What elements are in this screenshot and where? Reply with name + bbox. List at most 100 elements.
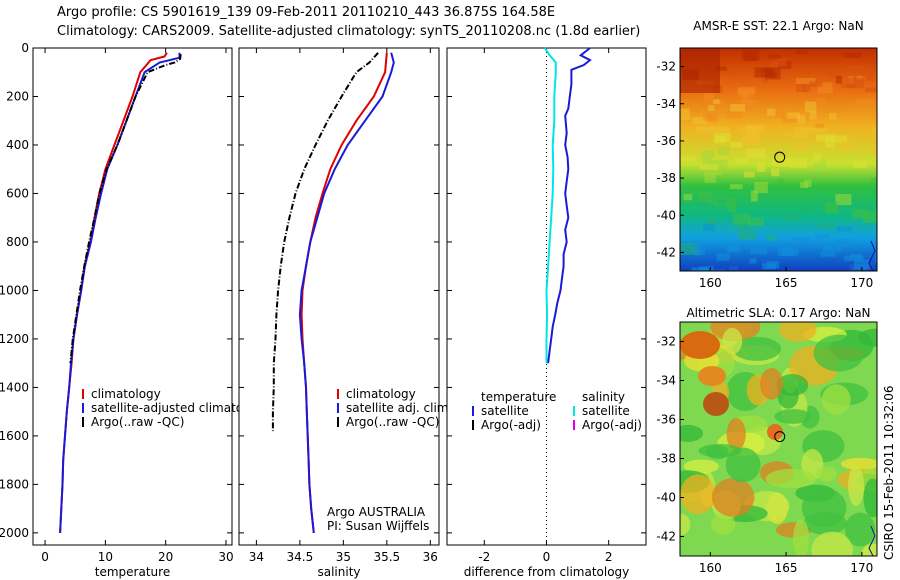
timestamp-stamp: CSIRO 15-Feb-2011 10:32:06 [882,385,896,560]
map-y-tick-label: -42 [656,530,676,544]
x-tick-label: 2 [605,550,613,564]
sla-blob [776,373,809,397]
sst-cell [804,101,817,113]
sla-blob [844,512,876,547]
sst-cell [783,213,799,221]
series-line [547,47,592,364]
legend-label: Argo(-adj) [481,418,541,432]
x-axis-label: salinity [317,565,360,579]
legend-heading: temperature [481,390,556,404]
sst-cell [748,217,764,227]
sla-blob [779,322,817,342]
sla-blob [811,531,853,556]
sst-cell [817,82,833,94]
sst-cell [730,104,745,112]
sst-cell [825,135,835,148]
sst-cell [728,246,739,251]
y-tick-label: 1200 [0,332,29,346]
figure-title-line1: Argo profile: CS 5901619_139 09-Feb-2011… [57,5,556,20]
sst-cell [818,223,835,228]
sla-blob [848,466,865,506]
sst-cell [703,93,714,101]
y-tick-label: 200 [6,89,29,103]
sst-cell [809,81,823,87]
x-axis-label: temperature [95,565,170,579]
map-frame [679,321,878,557]
legend-label: satellite adj. clim. [346,401,452,415]
sst-cell [834,135,848,143]
sla-blob [863,478,877,518]
map-x-tick-label: 170 [850,276,873,290]
sst-cell [813,153,821,163]
sst-cell [862,70,874,81]
sst-cell [780,103,792,109]
sst-cell [740,99,759,109]
sst-cell [769,61,784,73]
map-y-tick-label: -36 [656,413,676,427]
sst-cell [693,243,701,256]
map-title: AMSR-E SST: 22.1 Argo: NaN [693,19,863,33]
sst-cell [776,178,785,183]
sst-cell [793,127,810,139]
sla-blob [793,519,810,556]
x-tick-label: 10 [98,550,113,564]
x-axis-label: difference from climatology [464,565,630,579]
sst-cell [787,112,801,119]
sla-blob [680,424,703,442]
sla-blob [813,334,865,372]
sla-blob [858,328,877,347]
map-image [680,48,877,271]
sst-cell [703,113,712,121]
sst-cell [737,88,754,98]
sst-cell [711,126,731,136]
sst-cell [708,105,715,111]
map-y-tick-label: -42 [656,245,676,259]
map-panel-1: AMSR-E SST: 22.1 Argo: NaN 160 165 170 -32 -3… [656,19,878,290]
sst-cell [840,139,854,149]
sst-cell [742,92,749,105]
sst-cell [762,263,776,270]
sst-cell [825,201,838,214]
sst-cell [680,48,720,93]
sla-blob [760,368,783,400]
sst-cell [711,100,725,109]
sst-cell [809,111,817,120]
map-x-tick-label: 160 [699,561,722,575]
sst-cell [853,259,870,270]
sst-cell [741,48,760,61]
sst-cell [797,114,806,125]
series-line [544,47,557,364]
sst-cell [837,238,850,248]
sst-cell [799,181,808,189]
sla-blob [774,409,812,424]
sst-cell [782,132,792,137]
y-tick-label: 2000 [0,526,29,540]
map-x-tick-label: 165 [775,561,798,575]
sst-cell [723,71,736,76]
sst-cell [693,103,701,113]
map-x-tick-label: 160 [699,276,722,290]
sst-cell [840,83,857,88]
x-tick-label: 34.5 [287,550,314,564]
sst-cell [703,165,723,176]
sst-cell [822,245,842,252]
map-frame [679,47,878,272]
sst-cell [871,146,877,156]
sst-cell [863,211,877,223]
sst-cell [767,108,776,117]
legend-label: climatology [346,387,416,401]
map-y-tick-label: -40 [656,491,676,505]
sst-cell [829,71,837,79]
map-title: Altimetric SLA: 0.17 Argo: NaN [686,306,870,320]
float-marker [774,151,786,163]
sst-cell [843,52,862,58]
sst-cell [701,150,715,159]
sst-cell [754,67,774,78]
sst-cell [733,213,750,225]
sst-cell [725,110,742,119]
sst-cell [800,206,811,213]
sst-cell [728,205,737,213]
map-x-tick-label: 170 [850,561,873,575]
